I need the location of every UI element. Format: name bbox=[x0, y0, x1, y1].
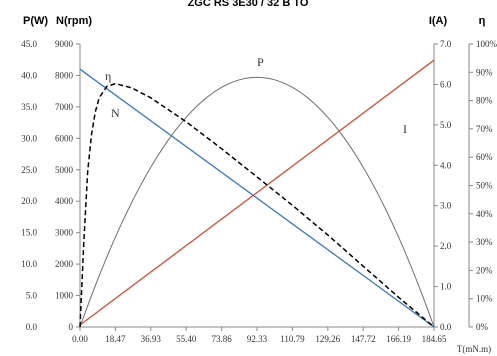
y-efficiency-axis-title: η bbox=[479, 15, 486, 27]
series-line-n bbox=[79, 68, 435, 328]
y-speed-tick-label: 9000 bbox=[55, 39, 74, 49]
x-tick-label: 166.19 bbox=[386, 334, 411, 344]
y-speed-tick-label: 0 bbox=[69, 322, 74, 332]
x-tick-label: 110.79 bbox=[280, 334, 305, 344]
x-tick-label: 55.40 bbox=[176, 334, 197, 344]
x-tick-label: 36.93 bbox=[141, 334, 162, 344]
x-tick-label: 129.26 bbox=[315, 334, 340, 344]
y-speed-tick-label: 8000 bbox=[55, 70, 74, 80]
y-power-tick-label: 5.0 bbox=[26, 291, 38, 301]
y-current-tick-label: 7.0 bbox=[440, 39, 452, 49]
series-label-efficiency: η bbox=[105, 69, 111, 83]
y-speed-axis-title: N(rpm) bbox=[56, 15, 92, 27]
y-power-tick-label: 10.0 bbox=[21, 259, 37, 269]
series-line-p bbox=[79, 76, 435, 328]
y-current-tick-label: 6.0 bbox=[440, 79, 452, 89]
x-tick-label: 147.72 bbox=[351, 334, 376, 344]
y-efficiency-tick-label: 50% bbox=[476, 181, 493, 191]
y-speed-tick-label: 1000 bbox=[55, 291, 74, 301]
y-speed-tick-label: 3000 bbox=[55, 228, 74, 238]
y-current-tick-label: 4.0 bbox=[440, 160, 452, 170]
y-efficiency-tick-label: 10% bbox=[476, 294, 493, 304]
y-current-tick-label: 1.0 bbox=[440, 282, 452, 292]
y-power-tick-label: 35.0 bbox=[21, 102, 37, 112]
x-axis-title: T(mN.m) bbox=[457, 344, 491, 354]
y-power-tick-label: 15.0 bbox=[21, 228, 37, 238]
y-efficiency-tick-label: 70% bbox=[476, 124, 493, 134]
y-efficiency-tick-label: 60% bbox=[476, 152, 493, 162]
x-tick-label: 73.86 bbox=[211, 334, 232, 344]
y-power-tick-label: 20.0 bbox=[21, 196, 37, 206]
y-efficiency-tick-label: 90% bbox=[476, 67, 493, 77]
y-power-tick-label: 25.0 bbox=[21, 165, 37, 175]
x-tick-label: 184.65 bbox=[422, 334, 447, 344]
y-efficiency-tick-label: 80% bbox=[476, 96, 493, 106]
y-current-tick-label: 5.0 bbox=[440, 120, 452, 130]
y-speed-tick-label: 4000 bbox=[55, 196, 74, 206]
y-efficiency-tick-label: 40% bbox=[476, 209, 493, 219]
y-power-tick-label: 40.0 bbox=[21, 70, 37, 80]
y-efficiency-tick-label: 20% bbox=[476, 265, 493, 275]
y-power-axis-title: P(W) bbox=[23, 15, 48, 27]
series-label-i: I bbox=[403, 122, 407, 136]
y-efficiency-tick-label: 0% bbox=[476, 322, 489, 332]
y-efficiency-tick-label: 30% bbox=[476, 237, 493, 247]
series-label-n: N bbox=[111, 106, 120, 120]
y-efficiency-tick-label: 100% bbox=[476, 39, 497, 49]
y-current-tick-label: 0.0 bbox=[440, 322, 452, 332]
x-tick-label: 18.47 bbox=[105, 334, 126, 344]
y-current-tick-label: 3.0 bbox=[440, 201, 452, 211]
series-label-p: P bbox=[257, 55, 264, 69]
y-speed-tick-label: 2000 bbox=[55, 259, 74, 269]
series-line-i bbox=[79, 59, 435, 326]
y-speed-tick-label: 5000 bbox=[55, 165, 74, 175]
y-power-tick-label: 0.0 bbox=[26, 322, 38, 332]
series-line-efficiency bbox=[79, 82, 435, 328]
chart-title: ZGC RS 3E30 / 32 B TO bbox=[188, 0, 309, 9]
x-tick-label: 0.00 bbox=[72, 334, 88, 344]
y-speed-tick-label: 6000 bbox=[55, 133, 74, 143]
x-tick-label: 92.33 bbox=[247, 334, 268, 344]
y-power-tick-label: 45.0 bbox=[21, 39, 37, 49]
y-current-tick-label: 2.0 bbox=[440, 241, 452, 251]
y-speed-tick-label: 7000 bbox=[55, 102, 74, 112]
y-current-axis-title: I(A) bbox=[429, 15, 448, 27]
y-power-tick-label: 30.0 bbox=[21, 133, 37, 143]
